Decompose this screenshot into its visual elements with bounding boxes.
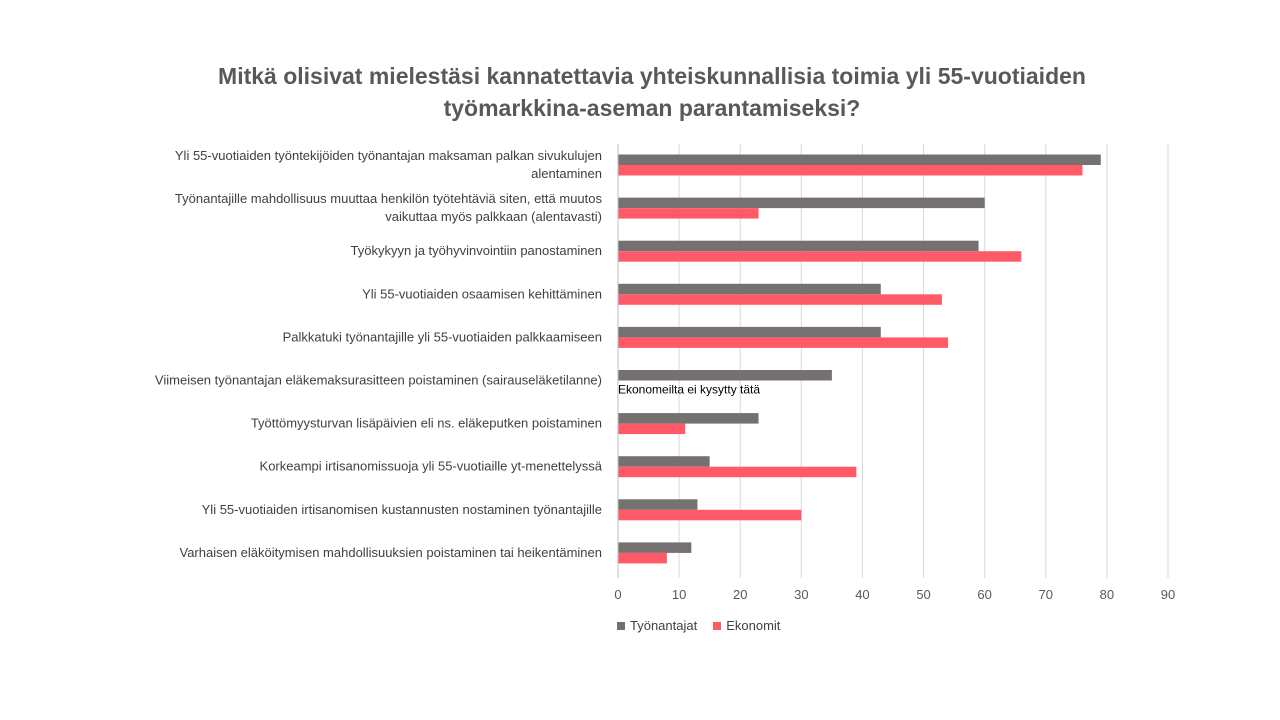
legend-swatch-tyonantajat [617, 621, 625, 630]
bar-tyonantajat [618, 456, 710, 467]
x-tick-label: 0 [614, 587, 621, 602]
bar-tyonantajat [618, 240, 979, 252]
bar-tyonantajat [618, 197, 985, 209]
bar-ekonomit [618, 294, 942, 305]
category-label: Yli 55-vuotiaiden osaamisen kehittäminen [362, 286, 602, 301]
bar-ekonomit [618, 509, 802, 521]
bar-tyonantajat [618, 413, 759, 424]
bar-ekonomit [618, 251, 1022, 262]
bar-tyonantajat [618, 326, 881, 338]
x-tick-label: 70 [1039, 587, 1053, 602]
bar-tyonantajat [618, 154, 1101, 165]
category-label: Yli 55-vuotiaiden työntekijöiden työnant… [175, 148, 602, 181]
x-tick-label: 20 [733, 587, 747, 602]
x-tick-label: 30 [794, 587, 808, 602]
x-tick-label: 80 [1100, 587, 1114, 602]
chart-legend: Työnantajat Ekonomit [617, 618, 796, 633]
category-label: Palkkatuki työnantajille yli 55-vuotiaid… [283, 329, 602, 344]
category-label: Työkykyyn ja työhyvinvointiin panostamin… [351, 243, 602, 258]
bar-ekonomit [618, 552, 667, 564]
category-label: Työnantajille mahdollisuus muuttaa henki… [175, 191, 603, 224]
x-tick-label: 90 [1161, 587, 1175, 602]
annotation-text: Ekonomeilta ei kysytty tätä [618, 383, 760, 397]
category-label: Korkeampi irtisanomissuoja yli 55-vuotia… [260, 459, 603, 474]
category-label: Työttömyysturvan lisäpäivien eli ns. elä… [251, 416, 602, 431]
category-label: Yli 55-vuotiaiden irtisanomisen kustannu… [202, 502, 602, 517]
bar-tyonantajat [618, 283, 881, 295]
chart-title-line-1: Mitkä olisivat mielestäsi kannatettavia … [218, 63, 1086, 89]
chart-title-line-2: työmarkkina-aseman parantamiseksi? [443, 95, 861, 121]
bar-ekonomit [618, 337, 948, 348]
bar-ekonomit [618, 423, 686, 435]
chart-title: Mitkä olisivat mielestäsi kannatettavia … [200, 60, 1104, 124]
legend-item-tyonantajat: Työnantajat [617, 618, 697, 633]
bar-tyonantajat [618, 499, 698, 510]
bar-tyonantajat [618, 542, 692, 553]
legend-swatch-ekonomit [713, 621, 722, 630]
x-tick-label: 60 [977, 587, 991, 602]
category-label: Varhaisen eläköitymisen mahdollisuuksien… [180, 545, 603, 560]
x-tick-label: 10 [672, 587, 686, 602]
bar-ekonomit [618, 208, 759, 219]
bar-ekonomit [618, 466, 857, 478]
x-tick-label: 40 [855, 587, 869, 602]
x-tick-label: 50 [916, 587, 930, 602]
bar-tyonantajat [618, 370, 832, 381]
legend-label-tyonantajat: Työnantajat [630, 618, 698, 633]
legend-item-ekonomit: Ekonomit [713, 618, 780, 633]
legend-label-ekonomit: Ekonomit [726, 618, 781, 633]
bar-ekonomit [618, 165, 1083, 176]
category-label: Viimeisen työnantajan eläkemaksurasittee… [155, 373, 602, 388]
